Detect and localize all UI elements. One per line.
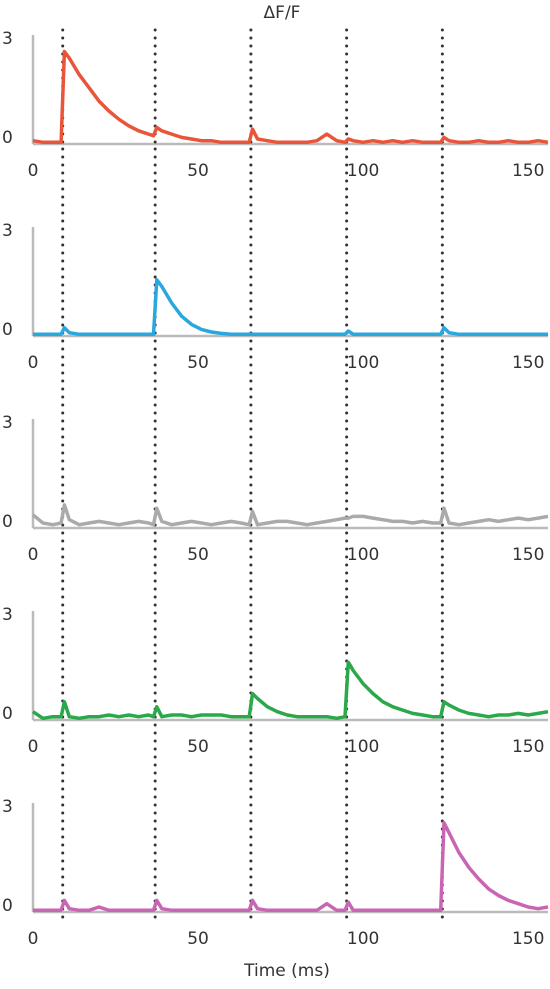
x-tick-label: 50 — [187, 161, 209, 181]
chart-title: ΔF/F — [264, 3, 301, 23]
x-tick-label: 0 — [28, 353, 39, 373]
x-tick-label: 150 — [512, 161, 544, 181]
x-tick-label: 0 — [28, 545, 39, 565]
trace-line — [32, 660, 549, 721]
x-tick-label: 150 — [512, 353, 544, 373]
y-tick-label: 3 — [2, 221, 13, 241]
trace-line — [33, 821, 549, 913]
y-tick-label: 0 — [2, 128, 13, 148]
x-axis-label: Time (ms) — [243, 961, 330, 981]
x-tick-label: 100 — [347, 929, 379, 949]
x-tick-label: 50 — [187, 929, 209, 949]
y-tick-label: 0 — [2, 896, 13, 916]
y-tick-label: 3 — [2, 413, 13, 433]
x-tick-label: 100 — [347, 161, 379, 181]
y-tick-label: 3 — [2, 797, 13, 817]
x-tick-label: 150 — [512, 929, 544, 949]
y-tick-label: 0 — [2, 704, 13, 724]
trace-line — [31, 503, 549, 527]
y-tick-label: 0 — [2, 512, 13, 532]
trace-line — [33, 278, 548, 337]
x-tick-label: 50 — [187, 737, 209, 757]
y-tick-label: 3 — [2, 605, 13, 625]
x-tick-label: 100 — [347, 737, 379, 757]
x-tick-label: 150 — [512, 737, 544, 757]
x-tick-label: 100 — [347, 545, 379, 565]
x-tick-label: 0 — [28, 929, 39, 949]
trace-line — [32, 49, 549, 145]
x-tick-label: 100 — [347, 353, 379, 373]
x-tick-label: 50 — [187, 545, 209, 565]
x-tick-label: 0 — [28, 161, 39, 181]
x-tick-label: 0 — [28, 737, 39, 757]
y-tick-label: 3 — [2, 29, 13, 49]
x-tick-label: 50 — [187, 353, 209, 373]
x-tick-label: 150 — [512, 545, 544, 565]
y-tick-label: 0 — [2, 320, 13, 340]
